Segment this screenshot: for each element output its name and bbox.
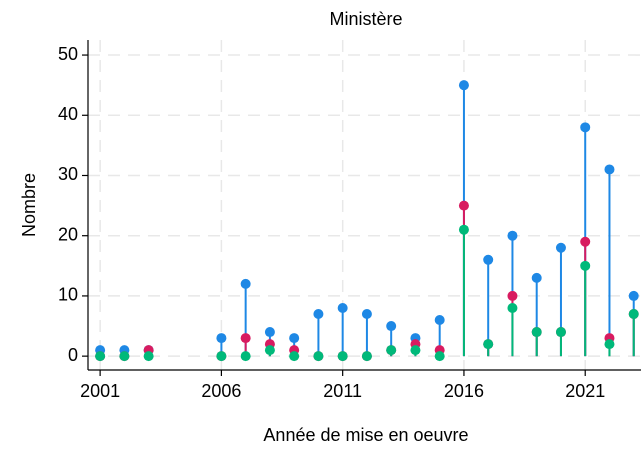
x-tick-label: 2001 (80, 381, 120, 401)
dot (337, 302, 348, 313)
chart-title: Ministère (329, 9, 402, 29)
dot (507, 302, 518, 313)
dot (434, 315, 445, 326)
dot (604, 164, 615, 175)
dot (458, 224, 469, 235)
dot (410, 345, 421, 356)
dot (580, 236, 591, 247)
dot (604, 339, 615, 350)
dot (483, 339, 494, 350)
y-axis-label: Nombre (19, 173, 39, 237)
dot (289, 333, 300, 344)
dot (434, 351, 445, 362)
dot (531, 327, 542, 338)
dot (264, 345, 275, 356)
dot (313, 351, 324, 362)
dot (386, 321, 397, 332)
dot (361, 308, 372, 319)
y-tick-label: 0 (68, 345, 78, 365)
dot (264, 327, 275, 338)
dot (337, 351, 348, 362)
y-tick-label: 50 (58, 44, 78, 64)
y-tick-label: 20 (58, 224, 78, 244)
x-tick-label: 2021 (565, 381, 605, 401)
dot (143, 351, 154, 362)
dot (313, 308, 324, 319)
dot (458, 80, 469, 91)
dot (95, 351, 106, 362)
x-tick-label: 2011 (323, 381, 362, 401)
dot (216, 351, 227, 362)
dot (361, 351, 372, 362)
dot (531, 272, 542, 283)
x-axis-label: Année de mise en oeuvre (263, 425, 468, 445)
dot (240, 278, 251, 289)
dot (216, 333, 227, 344)
dot (240, 351, 251, 362)
dot (507, 290, 518, 301)
dot (580, 122, 591, 133)
dot (289, 351, 300, 362)
y-tick-label: 10 (58, 285, 78, 305)
dot (628, 290, 639, 301)
dot (483, 254, 494, 265)
dot (458, 200, 469, 211)
dot (628, 308, 639, 319)
dot (386, 345, 397, 356)
x-tick-label: 2016 (444, 381, 484, 401)
x-tick-label: 2006 (201, 381, 241, 401)
dot (507, 230, 518, 241)
dot (240, 333, 251, 344)
y-tick-label: 40 (58, 104, 78, 124)
dot (555, 327, 566, 338)
dot (555, 242, 566, 253)
y-tick-label: 30 (58, 164, 78, 184)
dot (580, 260, 591, 271)
dot (119, 351, 130, 362)
